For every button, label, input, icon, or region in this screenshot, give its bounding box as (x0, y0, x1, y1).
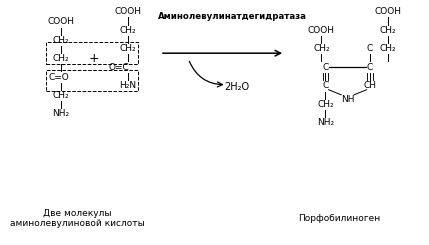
Text: H₂N: H₂N (119, 81, 136, 90)
Text: COOH: COOH (375, 7, 402, 16)
Text: O=C: O=C (109, 62, 129, 72)
Text: Аминолевулинатдегидратаза: Аминолевулинатдегидратаза (158, 12, 307, 21)
Text: 2H₂O: 2H₂O (224, 82, 249, 92)
Text: CH₂: CH₂ (317, 100, 334, 109)
Text: Две молекулы
аминолевулиновой кислоты: Две молекулы аминолевулиновой кислоты (10, 208, 145, 228)
Bar (46, 42, 138, 64)
Text: C: C (367, 44, 373, 53)
Text: CH₂: CH₂ (53, 54, 69, 63)
Text: CH₂: CH₂ (380, 44, 396, 53)
Text: +: + (89, 52, 100, 65)
Text: COOH: COOH (48, 17, 75, 26)
Text: C=O: C=O (49, 73, 69, 82)
Text: C: C (367, 62, 373, 72)
Text: CH₂: CH₂ (380, 25, 396, 35)
Bar (46, 70, 138, 91)
Text: CH₂: CH₂ (119, 44, 136, 53)
Text: NH₂: NH₂ (53, 109, 70, 118)
Text: CH₂: CH₂ (53, 91, 69, 100)
Text: CH₂: CH₂ (313, 44, 330, 53)
Text: CH₂: CH₂ (53, 36, 69, 45)
Text: COOH: COOH (114, 7, 141, 16)
Text: NH₂: NH₂ (317, 118, 334, 127)
Text: C: C (322, 81, 329, 90)
Text: Порфобилиноген: Порфобилиноген (299, 214, 381, 223)
Text: CH₂: CH₂ (119, 25, 136, 35)
Text: CH: CH (363, 81, 376, 90)
Text: C: C (322, 62, 329, 72)
Text: COOH: COOH (308, 25, 335, 35)
Text: NH: NH (341, 95, 354, 104)
